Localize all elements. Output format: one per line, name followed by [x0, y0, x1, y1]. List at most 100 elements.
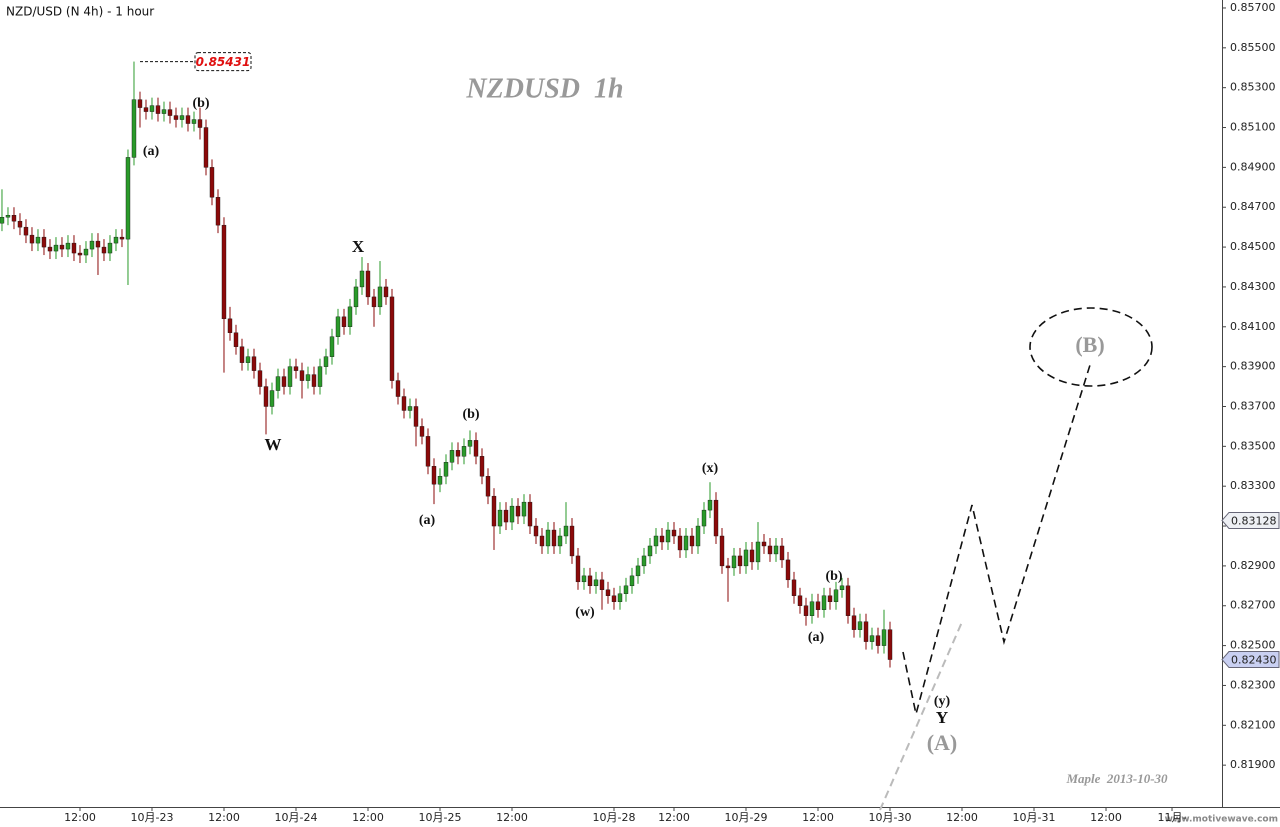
- candle-body: [485, 476, 491, 497]
- y-tick-label: 0.84300: [1230, 280, 1276, 293]
- candle-body: [707, 499, 713, 511]
- x-tick-label: 12:00: [946, 811, 978, 824]
- forecast-path: [902, 364, 1091, 715]
- candle-body: [479, 456, 485, 477]
- candle-body: [785, 559, 791, 581]
- x-tick-label: 10月-28: [593, 811, 636, 824]
- candle-body: [425, 436, 431, 467]
- candle-body: [341, 316, 347, 327]
- candle-body: [455, 450, 461, 457]
- candle-body: [407, 406, 413, 411]
- candle-body: [797, 595, 803, 606]
- forecast: [879, 307, 1153, 811]
- x-tick-label: 12:00: [496, 811, 528, 824]
- candle-body: [95, 240, 101, 248]
- y-tick-label: 0.82700: [1230, 599, 1276, 612]
- x-tick-label: 10月-30: [869, 811, 912, 824]
- wave-label: (b): [192, 96, 209, 111]
- x-tick-label: 12:00: [64, 811, 96, 824]
- candle-body: [149, 105, 155, 112]
- high-marker-box: [194, 52, 252, 72]
- y-tick-label: 0.82300: [1230, 678, 1276, 691]
- plot-area: [0, 61, 893, 668]
- candle-body: [83, 248, 89, 256]
- candle-body: [503, 509, 509, 523]
- candle-body: [683, 535, 689, 551]
- candle-body: [89, 240, 95, 250]
- candle-body: [119, 236, 125, 240]
- candle-body: [203, 127, 209, 168]
- price-marker-label: 0.83128: [1231, 514, 1277, 527]
- candle-body: [377, 286, 383, 308]
- candle-body: [5, 214, 11, 218]
- y-tick-label: 0.85500: [1230, 41, 1276, 54]
- wave-label: (b): [462, 407, 479, 422]
- candle-body: [509, 505, 515, 523]
- candle-body: [569, 525, 575, 557]
- candle-body: [221, 224, 227, 320]
- wave-label: (a): [143, 144, 160, 159]
- candle-body: [65, 242, 71, 250]
- candle-body: [401, 396, 407, 411]
- candle-body: [881, 629, 887, 646]
- candle-body: [539, 535, 545, 547]
- wave-label: Y: [936, 708, 948, 727]
- candle-body: [521, 501, 527, 517]
- candle-body: [701, 509, 707, 527]
- candle-body: [299, 370, 305, 381]
- y-tick-label: 0.84100: [1230, 320, 1276, 333]
- candle-body: [347, 306, 353, 327]
- candle-body: [821, 595, 827, 610]
- y-tick-label: 0.84500: [1230, 240, 1276, 253]
- candle-body: [713, 499, 719, 537]
- candle-body: [665, 529, 671, 543]
- candle-body: [767, 545, 773, 555]
- candle-body: [209, 167, 215, 198]
- candle-body: [647, 545, 653, 557]
- candle-body: [671, 529, 677, 537]
- candle-body: [287, 366, 293, 387]
- wave-label: (B): [1075, 332, 1104, 357]
- wave-label: (w): [575, 605, 595, 620]
- candle-body: [245, 356, 251, 363]
- y-tick-label: 0.85100: [1230, 121, 1276, 134]
- candle-body: [689, 535, 695, 547]
- price-marker-box: [1221, 511, 1280, 529]
- candle-body: [755, 541, 761, 563]
- candle-body: [563, 525, 569, 537]
- candle-body: [497, 509, 503, 527]
- candle-body: [623, 585, 629, 594]
- candle-body: [659, 535, 665, 543]
- y-tick-label: 0.83500: [1230, 439, 1276, 452]
- candle-body: [449, 450, 455, 463]
- candle-body: [863, 621, 869, 642]
- candle-body: [77, 252, 83, 256]
- candle-body: [173, 115, 179, 120]
- y-tick-label: 0.82900: [1230, 559, 1276, 572]
- y-tick-label: 0.82100: [1230, 718, 1276, 731]
- candle-body: [419, 426, 425, 437]
- wave-label: (x): [702, 461, 719, 476]
- candle-body: [875, 635, 881, 646]
- candle-body: [0, 216, 5, 224]
- watermark: www.motivewave.com: [1165, 815, 1278, 825]
- candle-body: [167, 109, 173, 116]
- x-tick-label: 10月-29: [725, 811, 768, 824]
- candle-body: [605, 589, 611, 596]
- price-marker-label: 0.82430: [1231, 654, 1277, 667]
- candle-body: [779, 545, 785, 561]
- candle-body: [17, 220, 23, 228]
- candle-body: [107, 242, 113, 254]
- candle-body: [611, 595, 617, 602]
- candle-body: [227, 318, 233, 333]
- x-tick-label: 10月-25: [419, 811, 462, 824]
- candle-body: [869, 635, 875, 642]
- candle-body: [101, 246, 107, 254]
- candle-body: [773, 545, 779, 555]
- candle-body: [389, 296, 395, 381]
- candle-body: [251, 356, 257, 371]
- candle-body: [791, 579, 797, 596]
- candle-body: [41, 236, 47, 248]
- y-tick-label: 0.83300: [1230, 479, 1276, 492]
